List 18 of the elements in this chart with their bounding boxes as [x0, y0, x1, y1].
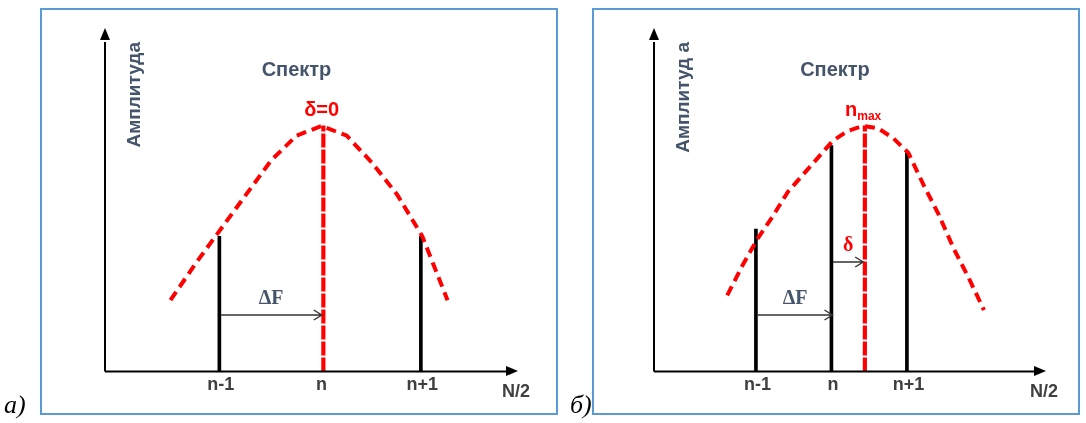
x-tick-label: n-1 — [207, 374, 235, 395]
x-tick-label: n — [316, 374, 328, 395]
x-axis-title: N/2 — [1029, 381, 1059, 402]
y-axis-title: Амплитуда — [123, 41, 145, 148]
annotation: ΔF — [258, 286, 284, 309]
x-axis-title: N/2 — [501, 381, 531, 402]
x-tick-label: n-1 — [743, 374, 771, 395]
chart-title: Спектр — [800, 57, 870, 80]
annotation: ΔF — [782, 286, 808, 309]
x-tick-label: n+1 — [892, 374, 925, 395]
x-tick-label: n+1 — [406, 374, 439, 395]
chart-title: Спектр — [261, 57, 332, 80]
x-tick-label: n — [827, 374, 839, 395]
series-label: δ=0 — [304, 97, 340, 120]
text: а) — [4, 390, 26, 419]
text: б) — [570, 390, 592, 419]
annotation: δ — [843, 233, 854, 256]
y-axis-title: Амплитуд а — [672, 41, 694, 153]
